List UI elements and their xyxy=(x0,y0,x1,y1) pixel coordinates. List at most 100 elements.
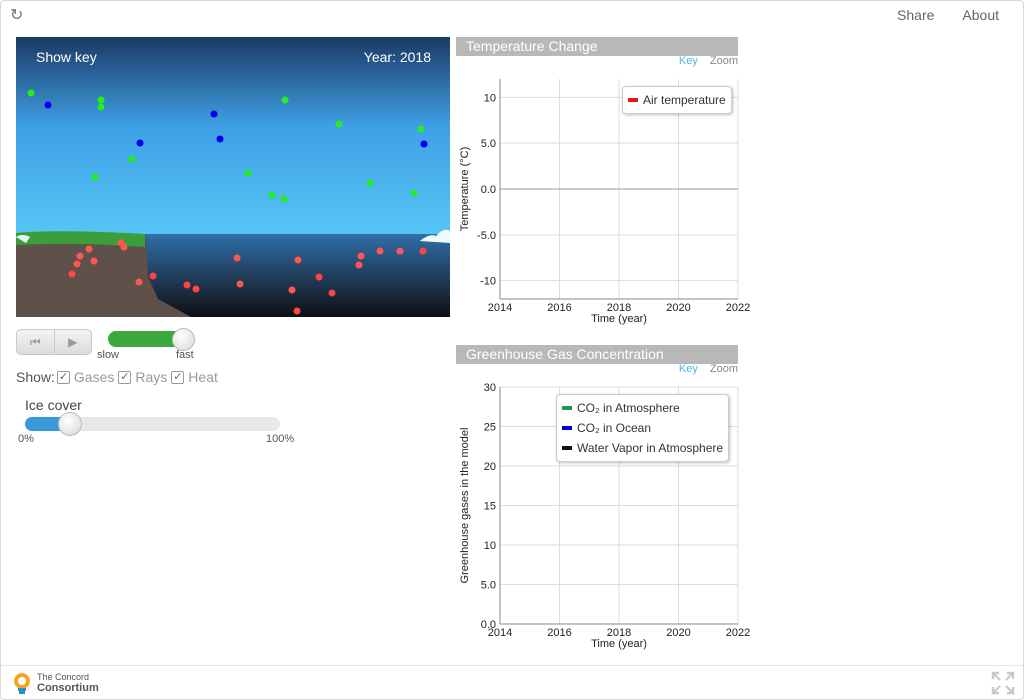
greenhouse-graph: Greenhouse Gas Concentration Key Zoom 20… xyxy=(456,345,756,655)
x-tick-label: 2020 xyxy=(666,627,690,639)
x-tick-label: 2014 xyxy=(488,302,512,314)
grass xyxy=(16,231,145,247)
lightbulb-icon xyxy=(14,673,30,694)
legend-swatch xyxy=(628,98,638,102)
molecule xyxy=(288,286,296,294)
temperature-graph-title: Temperature Change xyxy=(456,37,738,56)
ice-cover-title: Ice cover xyxy=(25,397,82,413)
x-tick-label: 2014 xyxy=(488,627,512,639)
molecule xyxy=(280,195,288,203)
temperature-zoom-button[interactable]: Zoom xyxy=(709,55,738,67)
heat-checkbox[interactable]: ✓ xyxy=(171,370,185,384)
y-tick-label: 5.0 xyxy=(481,138,496,150)
molecule xyxy=(135,278,143,286)
molecule xyxy=(136,139,144,147)
playback-controls: ⏮︎ ▶︎ xyxy=(16,329,92,355)
molecule xyxy=(293,307,301,315)
show-options: Show: ✓ Gases ✓ Rays ✓ Heat xyxy=(16,369,220,385)
y-tick-label: 20 xyxy=(484,461,496,473)
molecule xyxy=(216,135,224,143)
ice-cover-slider-handle[interactable] xyxy=(58,412,83,436)
molecule xyxy=(90,257,98,265)
footer: The Concord Consortium xyxy=(1,665,1023,699)
molecule xyxy=(396,247,404,255)
y-tick-label: -5.0 xyxy=(477,230,496,242)
y-tick-label: 30 xyxy=(484,382,496,394)
x-tick-label: 2020 xyxy=(666,302,690,314)
molecule xyxy=(27,89,35,97)
molecule xyxy=(183,281,191,289)
greenhouse-zoom-button[interactable]: Zoom xyxy=(709,363,738,375)
x-tick-label: 2018 xyxy=(607,302,631,314)
temperature-legend: Air temperature xyxy=(622,86,732,114)
sky xyxy=(16,37,450,237)
molecules xyxy=(27,89,428,315)
legend-item-water-vapor: Water Vapor in Atmosphere xyxy=(562,438,723,458)
legend-item-co2-atmosphere: CO₂ in Atmosphere xyxy=(562,398,723,418)
show-label: Show: xyxy=(16,369,55,385)
molecule xyxy=(44,101,52,109)
greenhouse-graph-tools: Key Zoom xyxy=(679,363,738,375)
gases-checkbox[interactable]: ✓ xyxy=(56,370,70,384)
heat-label: Heat xyxy=(188,369,218,385)
temperature-graph: Temperature Change Key Zoom 2014 2016 2018… xyxy=(456,37,756,337)
legend-swatch xyxy=(562,406,572,410)
molecule xyxy=(417,125,425,133)
molecule xyxy=(91,173,99,181)
temperature-plot[interactable]: 2014 2016 2018 2020 2022 10 5.0 0.0 -5.0 -10 Time … xyxy=(456,37,756,337)
x-tick-label: 2016 xyxy=(547,302,571,314)
share-link[interactable]: Share xyxy=(897,7,935,23)
rays-label: Rays xyxy=(135,369,168,385)
temperature-key-button[interactable]: Key xyxy=(678,55,698,67)
show-key-button[interactable]: Show key xyxy=(36,49,97,65)
concord-logo[interactable]: The Concord Consortium xyxy=(11,671,99,695)
y-tick-label: 15 xyxy=(484,501,496,513)
x-axis-title: Time (year) xyxy=(591,638,647,650)
greenhouse-key-button[interactable]: Key xyxy=(678,363,698,375)
reset-button[interactable]: ⏮︎ xyxy=(17,330,55,354)
x-tick-label: 2018 xyxy=(607,627,631,639)
ice-max-label: 100% xyxy=(266,433,295,445)
molecule xyxy=(376,247,384,255)
rays-checkbox[interactable]: ✓ xyxy=(118,370,132,384)
x-axis-title: Time (year) xyxy=(591,313,647,325)
greenhouse-legend: CO₂ in Atmosphere CO₂ in Ocean Water Vap… xyxy=(556,394,730,462)
y-tick-label: 10 xyxy=(484,540,496,552)
molecule xyxy=(97,96,105,104)
about-link[interactable]: About xyxy=(962,7,999,23)
molecule xyxy=(357,252,365,260)
fullscreen-icon[interactable] xyxy=(991,671,1015,695)
x-tick-label: 2016 xyxy=(547,627,571,639)
legend-item-air-temperature: Air temperature xyxy=(628,90,726,110)
reload-icon[interactable]: ↻ xyxy=(10,7,24,24)
molecule xyxy=(97,103,105,111)
ice-right xyxy=(420,229,450,243)
legend-label: Water Vapor in Atmosphere xyxy=(577,441,724,455)
y-axis-title: Greenhouse gases in the model xyxy=(459,428,471,584)
legend-swatch xyxy=(562,426,572,430)
speed-slider-track[interactable] xyxy=(108,331,190,347)
logo-line-2: Consortium xyxy=(37,682,99,694)
molecule xyxy=(192,285,200,293)
land xyxy=(16,237,191,317)
ice-min-label: 0% xyxy=(18,433,34,445)
play-button[interactable]: ▶︎ xyxy=(55,330,92,354)
molecule xyxy=(233,254,241,262)
x-tick-label: 2022 xyxy=(726,302,750,314)
molecule xyxy=(244,169,252,177)
speed-slow-label: slow xyxy=(97,349,120,361)
temperature-graph-tools: Key Zoom xyxy=(679,55,738,67)
molecule xyxy=(128,155,136,163)
y-tick-label: 5.0 xyxy=(481,580,496,592)
greenhouse-plot[interactable]: 2014 2016 2018 2020 2022 30 25 20 15 10 5.0 0.0 Time… xyxy=(456,345,756,655)
molecule xyxy=(294,256,302,264)
gases-label: Gases xyxy=(73,369,115,385)
simulation-view[interactable]: Show key Year: 2018 xyxy=(16,37,450,317)
molecule xyxy=(85,245,93,253)
molecule xyxy=(419,247,427,255)
molecule xyxy=(328,289,336,297)
speed-slider-handle[interactable] xyxy=(172,328,195,351)
y-axis-title: Temperature (°C) xyxy=(459,147,471,231)
simulation-canvas xyxy=(16,37,450,317)
